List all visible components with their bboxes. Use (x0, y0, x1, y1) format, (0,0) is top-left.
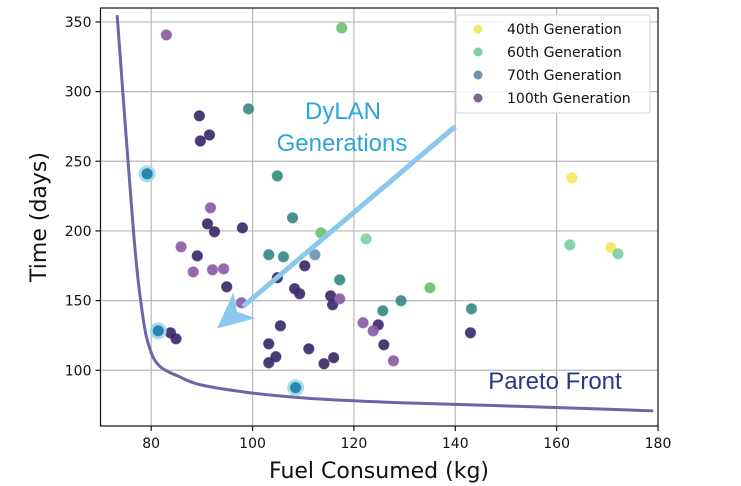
x-tick-label: 140 (442, 436, 469, 452)
legend-marker-60th (473, 47, 483, 57)
data-point (327, 352, 340, 364)
data-point (464, 327, 477, 339)
y-tick-label: 350 (65, 15, 92, 31)
y-tick-label: 250 (65, 154, 92, 170)
x-tick-label: 180 (645, 436, 672, 452)
dylan-arrow-head (217, 292, 256, 329)
data-point (206, 264, 219, 276)
data-point (208, 226, 221, 238)
x-tick-label: 100 (239, 436, 266, 452)
data-point (271, 170, 284, 182)
data-point (274, 320, 287, 332)
x-axis-ticks: 80 100 120 140 160 180 (142, 426, 671, 452)
data-point (277, 251, 290, 263)
series-60th-generation-earlier- (315, 22, 436, 294)
plot-frame (99, 7, 659, 427)
data-point (141, 168, 153, 180)
data-point (263, 338, 275, 350)
data-point (175, 241, 187, 253)
data-point (360, 233, 372, 245)
legend-box (455, 14, 651, 114)
legend-label-40th: 40th Generation (507, 22, 622, 38)
data-point (242, 103, 255, 115)
data-point (357, 317, 369, 329)
data-point (378, 339, 390, 351)
pareto-front-line (115, 14, 654, 413)
series-pareto-optimal (138, 165, 305, 397)
data-point (367, 325, 379, 337)
series-100th-generation-light- (160, 29, 400, 367)
data-point (289, 381, 302, 394)
data-point (203, 129, 216, 141)
series-40th-generation (566, 172, 617, 254)
pareto-front-layer (115, 14, 654, 413)
dylan-annotation-line2: Generations (277, 130, 408, 157)
pareto-front-annotation: Pareto Front (488, 368, 622, 395)
data-point (194, 135, 207, 147)
legend-label-70th: 70th Generation (507, 68, 622, 84)
y-axis-ticks: 100 150 200 250 300 350 (65, 15, 101, 379)
data-point (160, 29, 173, 41)
legend-label-100th: 100th Generation (507, 91, 631, 107)
x-tick-label: 80 (142, 436, 160, 452)
x-tick-label: 160 (543, 436, 570, 452)
legend-item-60th: 60th Generation (473, 45, 622, 61)
legend-marker-100th (473, 93, 483, 103)
dylan-arrow-shaft (241, 124, 457, 309)
data-point (152, 325, 164, 337)
data-point (204, 202, 217, 214)
series-70th-generation-late- (309, 249, 321, 261)
x-tick-label: 120 (341, 436, 368, 452)
legend-label-60th: 60th Generation (507, 45, 622, 61)
series-100th-generation (164, 110, 477, 370)
dylan-arrow-layer (217, 124, 457, 329)
data-point (263, 249, 275, 261)
dylan-annotation-line1: DyLAN (305, 98, 381, 125)
data-point (263, 357, 275, 369)
data-point (395, 295, 407, 307)
data-point (318, 358, 330, 370)
legend-item-70th: 70th Generation (473, 68, 622, 84)
data-point (299, 260, 311, 272)
y-tick-label: 200 (65, 224, 92, 240)
data-point (309, 249, 321, 261)
data-point (612, 248, 624, 260)
data-point (170, 333, 182, 345)
data-point (605, 241, 617, 254)
data-point (187, 266, 199, 278)
data-point (193, 110, 206, 122)
data-points (138, 22, 624, 397)
data-point (191, 250, 204, 262)
data-point (564, 239, 576, 251)
x-axis-label: Fuel Consumed (kg) (269, 459, 489, 484)
data-point (424, 282, 436, 294)
data-point (303, 343, 315, 355)
data-point (566, 172, 578, 184)
data-point (336, 22, 348, 34)
data-point (334, 293, 346, 305)
data-point (236, 222, 249, 234)
y-axis-label: Time (days) (27, 152, 52, 283)
data-point (217, 263, 230, 275)
data-point (387, 355, 400, 367)
data-point (286, 212, 299, 224)
legend: 40th Generation 60th Generation 70th Gen… (455, 14, 651, 114)
legend-marker-70th (473, 70, 483, 80)
data-point (201, 218, 214, 230)
data-point (377, 305, 389, 317)
data-point (220, 281, 233, 293)
y-tick-label: 100 (65, 363, 92, 379)
y-tick-label: 300 (65, 85, 92, 101)
data-point (293, 288, 306, 300)
data-point (465, 303, 478, 315)
data-point (334, 274, 346, 286)
legend-marker-40th (473, 24, 483, 34)
y-tick-label: 150 (65, 294, 92, 310)
series-60th-generation (360, 233, 624, 260)
legend-item-40th: 40th Generation (473, 22, 622, 38)
series-70th-generation (242, 103, 478, 317)
legend-item-100th: 100th Generation (473, 91, 631, 107)
